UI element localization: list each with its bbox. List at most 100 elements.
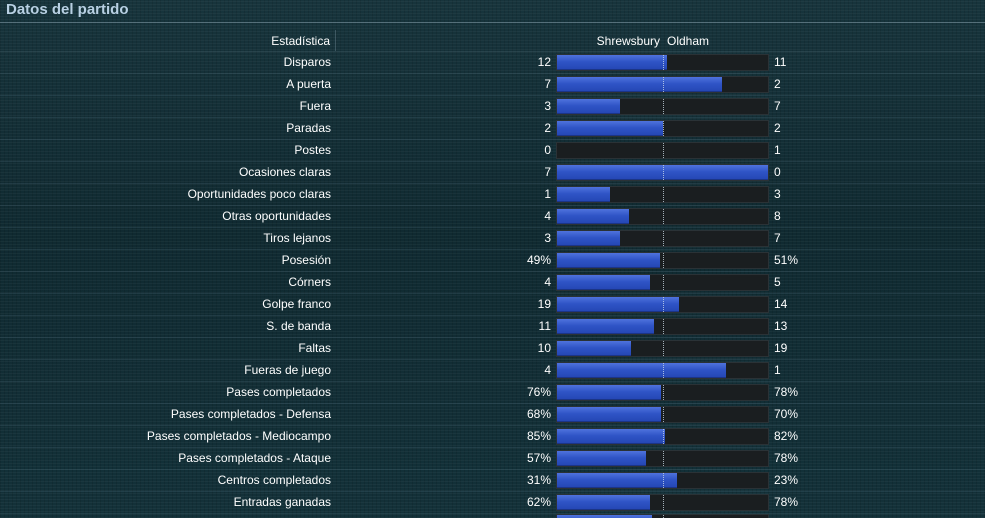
stat-label: Entradas ganadas [233, 495, 331, 509]
home-bar-fill [557, 187, 610, 202]
away-value: 2 [774, 77, 781, 91]
home-bar-fill [557, 55, 667, 70]
stat-row: Centros completados 31% 23% [0, 470, 985, 492]
bar-midline [663, 451, 664, 466]
home-value: 49% [526, 253, 551, 267]
stat-bar [556, 406, 769, 423]
stat-bar [556, 54, 769, 71]
away-value: 13 [774, 319, 788, 333]
away-value: 7 [774, 99, 781, 113]
home-value: 85% [526, 429, 551, 443]
stat-row: Ocasiones claras 7 0 [0, 162, 985, 184]
home-value: 12 [537, 55, 551, 69]
title-divider [0, 22, 985, 23]
away-value: 51% [774, 253, 799, 267]
home-value: 19 [537, 297, 551, 311]
stat-label: Fueras de juego [244, 363, 331, 377]
away-value: 5 [774, 275, 781, 289]
stat-bar [556, 98, 769, 115]
away-value: 7 [774, 231, 781, 245]
home-bar-fill [557, 253, 661, 268]
stat-row: Fuera 3 7 [0, 96, 985, 118]
bar-midline [663, 77, 664, 92]
stat-label: Posesión [281, 253, 331, 267]
stat-row: Otras oportunidades 4 8 [0, 206, 985, 228]
stat-row: Paradas 2 2 [0, 118, 985, 140]
match-stats-table: Estadística Shrewsbury Oldham Disparos 12… [0, 30, 985, 514]
bar-midline [663, 275, 664, 290]
stat-bar [556, 318, 769, 335]
home-bar-fill [557, 451, 646, 466]
home-value: 76% [526, 385, 551, 399]
home-value: 31% [526, 473, 551, 487]
stat-bar [556, 362, 769, 379]
stat-bar [556, 142, 769, 159]
stat-row: Entradas ganadas 62% 78% [0, 492, 985, 514]
stat-row: Faltas 10 19 [0, 338, 985, 360]
home-bar-fill [557, 429, 665, 444]
away-value: 78% [774, 451, 799, 465]
home-value: 2 [544, 121, 551, 135]
home-bar-fill [557, 231, 621, 246]
stat-label: Pases completados - Ataque [178, 451, 331, 465]
home-value: 57% [526, 451, 551, 465]
stat-label: A puerta [286, 77, 331, 91]
bar-midline [663, 363, 664, 378]
stat-row: Oportunidades poco claras 1 3 [0, 184, 985, 206]
home-value: 11 [538, 319, 551, 333]
stat-row: S. de banda 11 13 [0, 316, 985, 338]
stat-label: Otras oportunidades [222, 209, 331, 223]
bar-midline [663, 495, 664, 510]
home-bar-fill [557, 319, 655, 334]
away-value: 19 [774, 341, 788, 355]
stat-bar [556, 296, 769, 313]
stat-bar [556, 384, 769, 401]
stat-column-header: Estadística [271, 34, 330, 48]
stat-label: Pases completados - Mediocampo [146, 429, 331, 443]
home-value: 3 [544, 99, 551, 113]
home-value: 4 [544, 209, 551, 223]
column-divider [335, 30, 336, 51]
home-bar-fill [557, 363, 726, 378]
stat-label: Pases completados [226, 385, 331, 399]
bar-midline [663, 385, 664, 400]
away-value: 14 [774, 297, 788, 311]
home-bar-fill [557, 341, 631, 356]
stat-bar [556, 120, 769, 137]
stat-bar [556, 186, 769, 203]
bar-midline [663, 231, 664, 246]
home-bar-fill [557, 209, 629, 224]
bar-midline [663, 187, 664, 202]
away-value: 11 [774, 55, 787, 69]
stat-bar [556, 208, 769, 225]
stat-row: Pases completados - Ataque 57% 78% [0, 448, 985, 470]
home-value: 7 [544, 77, 551, 91]
bar-midline [663, 99, 664, 114]
stat-label: Ocasiones claras [238, 165, 331, 179]
home-value: 62% [526, 495, 551, 509]
bar-midline [663, 341, 664, 356]
stat-bar [556, 428, 769, 445]
stat-label: Tiros lejanos [263, 231, 331, 245]
stat-label: Fuera [299, 99, 331, 113]
stat-label: S. de banda [266, 319, 331, 333]
stat-row: Pases completados - Defensa 68% 70% [0, 404, 985, 426]
stat-rows: Disparos 12 11 A puerta 7 2 Fuera 3 7 Paradas 2 2 Po… [0, 52, 985, 514]
home-value: 3 [544, 231, 551, 245]
stat-label: Postes [294, 143, 331, 157]
stat-row-partial [0, 514, 985, 518]
stat-row: Pases completados 76% 78% [0, 382, 985, 404]
bar-midline [663, 473, 664, 488]
stat-bar [556, 274, 769, 291]
stat-bar [556, 164, 769, 181]
bar-midline [663, 319, 664, 334]
away-value: 1 [774, 363, 781, 377]
stat-row: Tiros lejanos 3 7 [0, 228, 985, 250]
home-bar-fill [557, 77, 722, 92]
home-bar-fill [557, 515, 652, 518]
home-bar-fill [557, 407, 662, 422]
away-value: 8 [774, 209, 781, 223]
stat-row: Golpe franco 19 14 [0, 294, 985, 316]
stat-bar [556, 76, 769, 93]
table-header-row: Estadística Shrewsbury Oldham [0, 30, 985, 52]
